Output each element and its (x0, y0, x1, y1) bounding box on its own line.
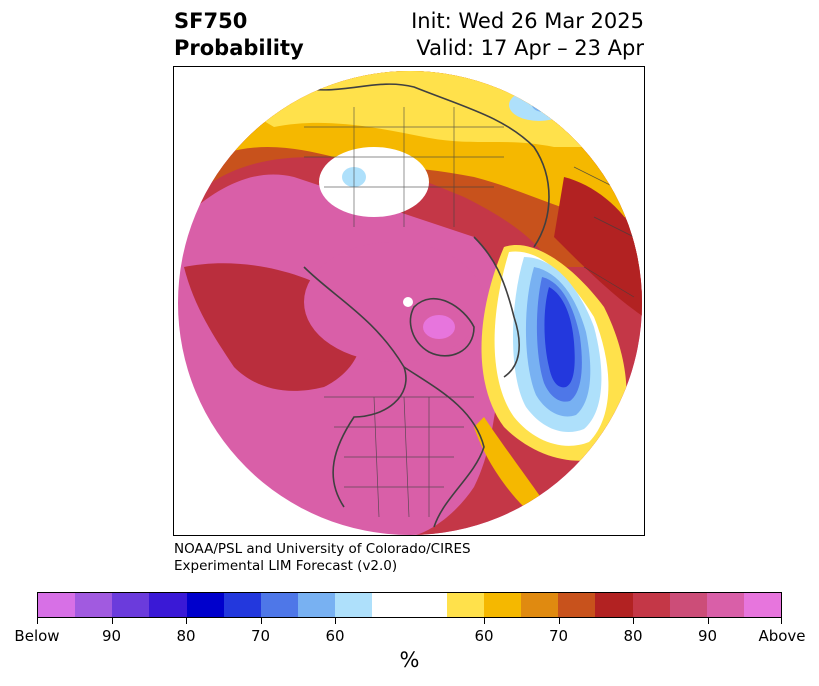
colorbar-swatch (558, 593, 596, 617)
map-panel (173, 66, 645, 536)
colorbar-swatch (743, 593, 782, 617)
colorbar-swatch (112, 593, 150, 617)
colorbar-swatch (372, 593, 410, 617)
colorbar-tick-label: 60 (474, 627, 494, 645)
colorbar-tick (37, 618, 38, 624)
colorbar-swatch (223, 593, 261, 617)
colorbar-tick (111, 618, 113, 624)
colorbar-swatch (149, 593, 187, 617)
field-cold-arctic (509, 89, 569, 121)
colorbar-swatch (409, 593, 447, 617)
colorbar-swatch (38, 593, 76, 617)
colorbar-swatch (595, 593, 633, 617)
colorbar-ticks: Below 90 80 70 60 60 70 80 90 Above (14, 618, 806, 648)
field-cold-arctic-core (532, 98, 556, 112)
colorbar-swatch (632, 593, 670, 617)
colorbar-tick-label: Below (14, 627, 60, 645)
borders (304, 107, 635, 518)
colorbar (37, 592, 782, 618)
colorbar-swatch (706, 593, 744, 617)
variable-type: Probability (174, 36, 304, 60)
probability-field (178, 71, 642, 535)
colorbar-tick (260, 618, 262, 624)
init-date: Init: Wed 26 Mar 2025 (411, 9, 644, 33)
colorbar-swatch (75, 593, 113, 617)
colorbar-tick-label: Above (758, 627, 806, 645)
field-magenta-core (304, 242, 484, 362)
colorbar-tick-label: 70 (548, 627, 569, 645)
colorbar-swatch (483, 593, 522, 617)
title-left: SF750 Probability (174, 8, 304, 62)
colorbar-swatch (521, 593, 559, 617)
title-right: Init: Wed 26 Mar 2025 Valid: 17 Apr – 23… (411, 8, 644, 62)
colorbar-tick-label: 80 (623, 627, 643, 645)
colorbar-unit: % (399, 648, 420, 672)
colorbar-swatch (335, 593, 373, 617)
field-darkred-ne (554, 177, 642, 317)
field-neutral-siberia (319, 147, 429, 217)
colorbar-tick (335, 618, 336, 624)
colorbar-tick (484, 618, 485, 624)
credit: NOAA/PSL and University of Colorado/CIRE… (174, 541, 471, 575)
coastlines (293, 83, 635, 528)
colorbar-tick-label: 90 (101, 627, 122, 645)
colorbar-tick-label: 70 (250, 627, 271, 645)
colorbar-tick-label: 60 (325, 627, 345, 645)
colorbar-tick (781, 618, 782, 624)
colorbar-tick (707, 618, 709, 624)
colorbar-swatch (186, 593, 224, 617)
colorbar-swatch (446, 593, 484, 617)
colorbar-tick-label: 80 (176, 627, 196, 645)
field-royal-atlantic (544, 287, 575, 388)
valid-range: Valid: 17 Apr – 23 Apr (416, 36, 644, 60)
colorbar-swatch (669, 593, 707, 617)
credit-line1: NOAA/PSL and University of Colorado/CIRE… (174, 541, 471, 557)
field-pink-core (423, 315, 455, 339)
colorbar-swatch (260, 593, 299, 617)
colorbar-tick (186, 618, 187, 624)
credit-line2: Experimental LIM Forecast (v2.0) (174, 558, 398, 574)
colorbar-tick (633, 618, 634, 624)
colorbar-tick-label: 90 (697, 627, 718, 645)
variable-name: SF750 (174, 9, 248, 33)
forecast-map (178, 71, 642, 535)
field-gold-south (474, 417, 544, 507)
colorbar-swatch (298, 593, 336, 617)
colorbar-tick (558, 618, 560, 624)
north-pole-marker (403, 297, 413, 307)
